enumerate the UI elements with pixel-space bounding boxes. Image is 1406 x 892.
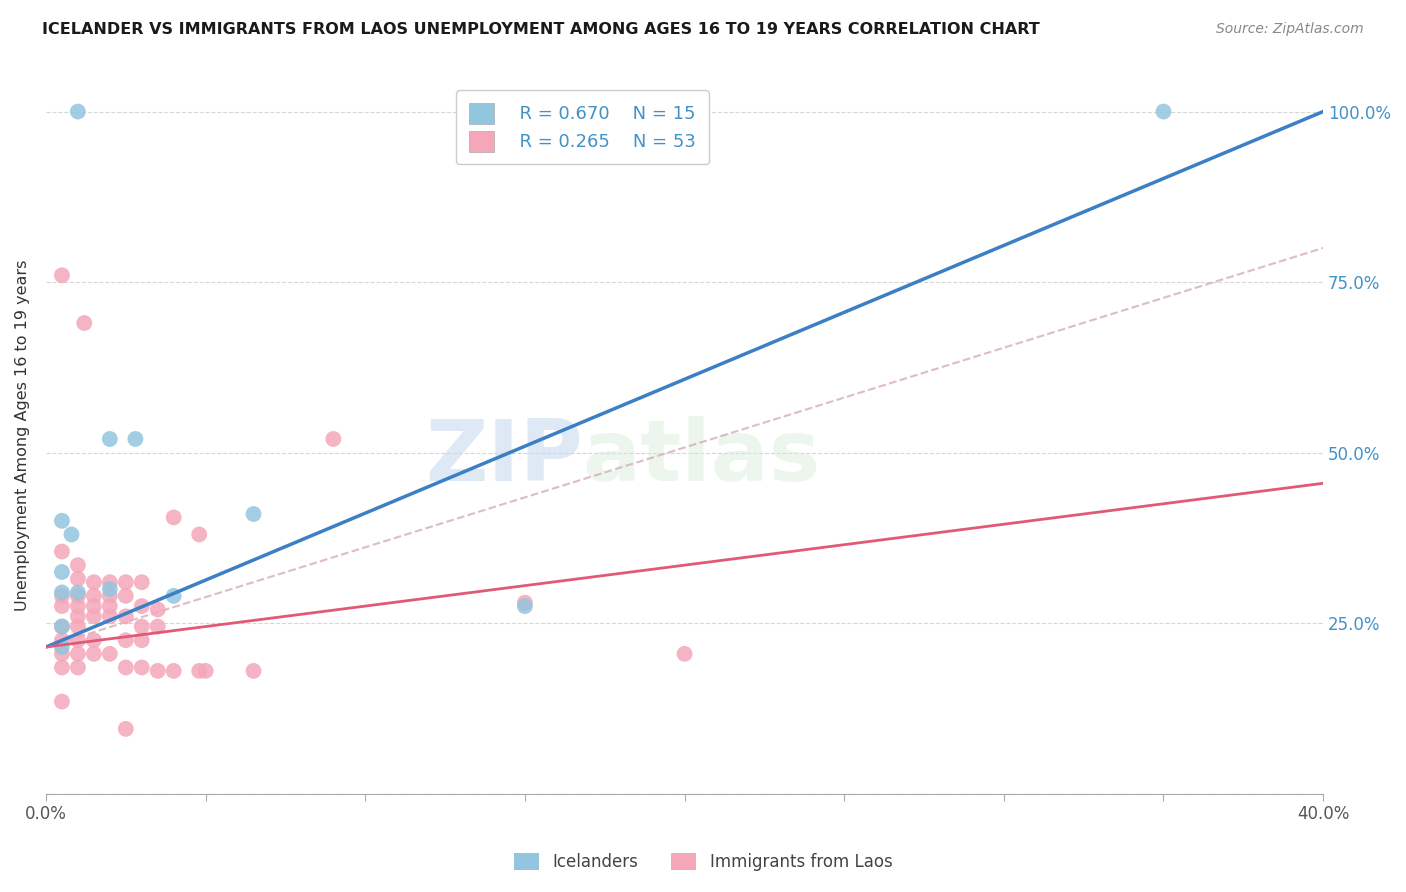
Legend:   R = 0.670    N = 15,   R = 0.265    N = 53: R = 0.670 N = 15, R = 0.265 N = 53 xyxy=(456,90,709,164)
Point xyxy=(66,609,89,624)
Point xyxy=(163,664,186,678)
Point xyxy=(673,647,696,661)
Point xyxy=(73,316,96,330)
Point xyxy=(83,609,105,624)
Point xyxy=(1153,104,1175,119)
Point xyxy=(242,507,264,521)
Point xyxy=(322,432,344,446)
Point xyxy=(83,647,105,661)
Point xyxy=(131,633,153,648)
Text: Source: ZipAtlas.com: Source: ZipAtlas.com xyxy=(1216,22,1364,37)
Point xyxy=(51,695,73,709)
Point xyxy=(51,268,73,283)
Point xyxy=(188,664,211,678)
Point xyxy=(131,599,153,613)
Point xyxy=(66,585,89,599)
Point xyxy=(66,558,89,573)
Point xyxy=(163,589,186,603)
Point xyxy=(51,633,73,648)
Point xyxy=(114,589,136,603)
Point xyxy=(98,582,121,596)
Point xyxy=(146,619,169,633)
Point xyxy=(66,647,89,661)
Point xyxy=(513,599,536,613)
Point xyxy=(83,589,105,603)
Point xyxy=(124,432,146,446)
Point xyxy=(114,660,136,674)
Point xyxy=(131,619,153,633)
Text: ZIP: ZIP xyxy=(425,416,582,499)
Point xyxy=(194,664,217,678)
Point xyxy=(66,599,89,613)
Point xyxy=(114,575,136,590)
Point xyxy=(60,527,83,541)
Point xyxy=(51,514,73,528)
Point xyxy=(131,575,153,590)
Point xyxy=(66,619,89,633)
Y-axis label: Unemployment Among Ages 16 to 19 years: Unemployment Among Ages 16 to 19 years xyxy=(15,260,30,611)
Point xyxy=(98,575,121,590)
Point xyxy=(163,510,186,524)
Point xyxy=(114,633,136,648)
Point xyxy=(83,575,105,590)
Point xyxy=(51,589,73,603)
Point xyxy=(242,664,264,678)
Point xyxy=(66,660,89,674)
Point xyxy=(51,619,73,633)
Point xyxy=(98,609,121,624)
Point xyxy=(66,572,89,586)
Point xyxy=(51,544,73,558)
Point xyxy=(51,647,73,661)
Point xyxy=(131,660,153,674)
Point xyxy=(146,602,169,616)
Point xyxy=(66,589,89,603)
Point xyxy=(51,565,73,579)
Point xyxy=(51,585,73,599)
Point xyxy=(114,722,136,736)
Point xyxy=(66,104,89,119)
Point xyxy=(51,640,73,654)
Point xyxy=(114,609,136,624)
Point xyxy=(83,633,105,648)
Point xyxy=(66,633,89,648)
Point xyxy=(51,660,73,674)
Point xyxy=(146,664,169,678)
Text: ICELANDER VS IMMIGRANTS FROM LAOS UNEMPLOYMENT AMONG AGES 16 TO 19 YEARS CORRELA: ICELANDER VS IMMIGRANTS FROM LAOS UNEMPL… xyxy=(42,22,1040,37)
Point xyxy=(83,599,105,613)
Point xyxy=(188,527,211,541)
Point xyxy=(51,619,73,633)
Legend: Icelanders, Immigrants from Laos: Icelanders, Immigrants from Laos xyxy=(505,845,901,880)
Point xyxy=(98,647,121,661)
Point xyxy=(98,432,121,446)
Point xyxy=(98,589,121,603)
Point xyxy=(513,596,536,610)
Text: atlas: atlas xyxy=(582,416,821,499)
Point xyxy=(51,599,73,613)
Point xyxy=(98,599,121,613)
